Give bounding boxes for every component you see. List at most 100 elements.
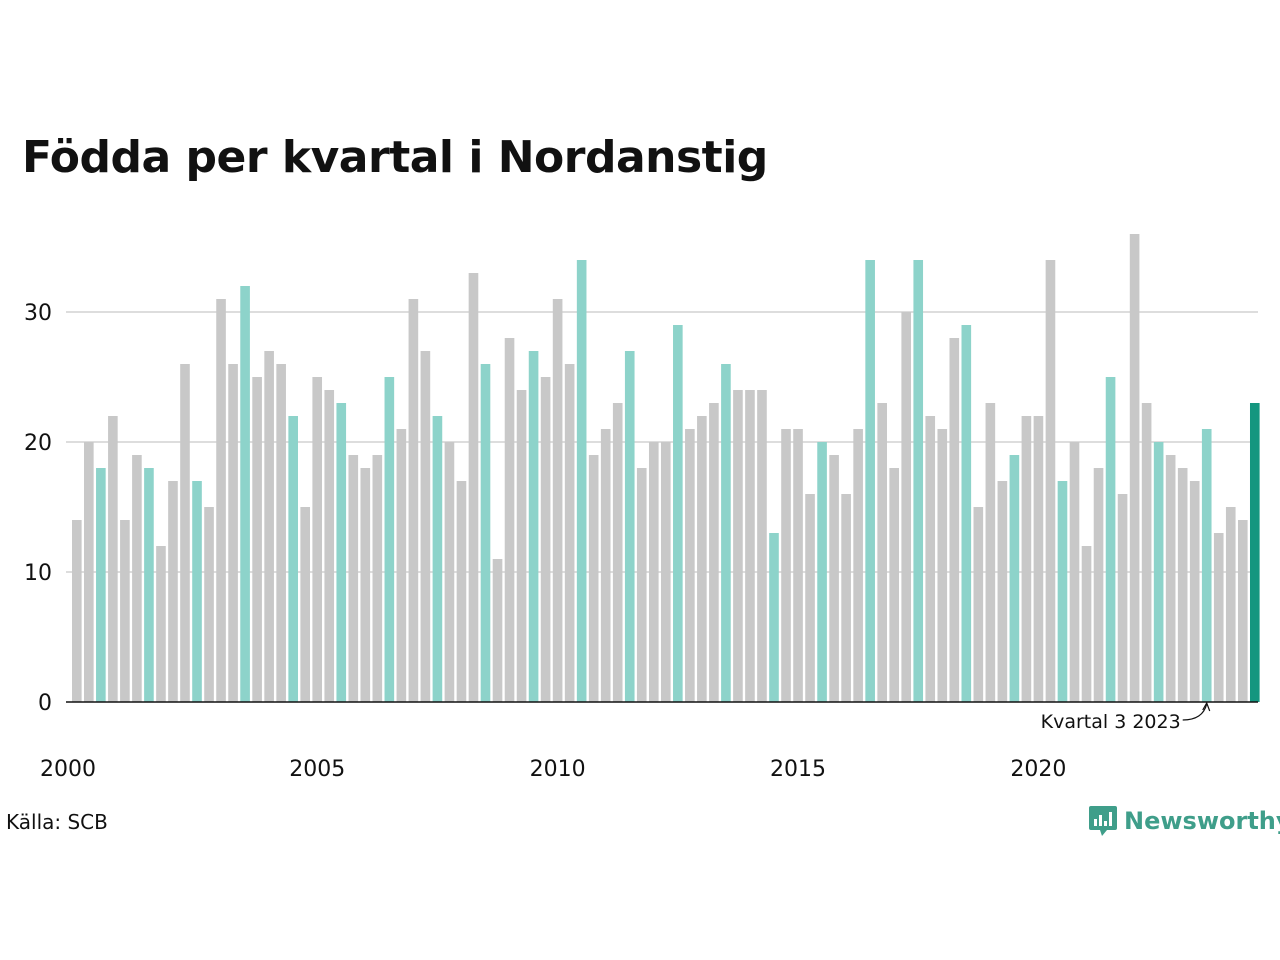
bar [1249, 403, 1260, 702]
y-tick-label: 10 [24, 561, 52, 586]
bar [901, 312, 912, 702]
bar [961, 325, 972, 702]
bar [264, 351, 274, 702]
bar [96, 468, 106, 702]
bar [468, 273, 479, 702]
bar [552, 299, 563, 702]
bar [192, 481, 202, 702]
x-tick-label: 2000 [40, 757, 96, 782]
bar [973, 507, 984, 702]
bar [660, 442, 671, 702]
bar [312, 377, 323, 702]
bar [240, 286, 250, 702]
bar [865, 260, 875, 702]
y-tick-label: 30 [24, 301, 52, 326]
bar [600, 429, 611, 702]
bar [985, 403, 996, 702]
bar [841, 494, 851, 702]
bar [1201, 429, 1212, 702]
bar [444, 442, 455, 702]
bar [528, 351, 539, 702]
bar [72, 520, 82, 702]
bar [1129, 234, 1140, 702]
bar [576, 260, 587, 702]
bar [1033, 416, 1044, 702]
bar [793, 429, 803, 702]
bar [1057, 481, 1068, 702]
y-tick-label: 0 [38, 691, 52, 716]
bar [913, 260, 924, 702]
x-tick-label: 2005 [289, 757, 345, 782]
bar [324, 390, 335, 702]
annotation-arrow [1182, 703, 1208, 721]
bar [1009, 455, 1020, 702]
bar [757, 390, 767, 702]
bar [853, 429, 863, 702]
bar [396, 429, 407, 702]
bar [636, 468, 647, 702]
bar [1093, 468, 1104, 702]
bar [252, 377, 262, 702]
bar [156, 546, 166, 702]
bar [360, 468, 371, 702]
bar [829, 455, 839, 702]
bar [180, 364, 190, 702]
bar [480, 364, 491, 702]
bar [817, 442, 827, 702]
bar [997, 481, 1008, 702]
bar [648, 442, 659, 702]
bar [1105, 377, 1116, 702]
brand-name: Newsworthy [1124, 807, 1280, 835]
bar [564, 364, 575, 702]
y-axis: 0 10 20 30 [24, 301, 52, 716]
bar [408, 299, 419, 702]
x-tick-label: 2015 [770, 757, 826, 782]
x-tick-label: 2020 [1010, 757, 1066, 782]
bar [1177, 468, 1188, 702]
bar [1165, 455, 1176, 702]
bar [805, 494, 815, 702]
bar [300, 507, 311, 702]
bar [709, 403, 719, 702]
bar [685, 429, 695, 702]
bar [624, 351, 635, 702]
bar [1021, 416, 1032, 702]
bar [204, 507, 214, 702]
bar [384, 377, 395, 702]
bar [144, 468, 154, 702]
chart-title: Födda per kvartal i Nordanstig [22, 132, 768, 183]
bar [276, 364, 286, 702]
y-tick-label: 20 [24, 431, 52, 456]
bar [336, 403, 347, 702]
bar [516, 390, 527, 702]
bar [372, 455, 383, 702]
bar [492, 559, 503, 702]
bar [1117, 494, 1128, 702]
x-axis: 2000 2005 2010 2015 2020 [40, 701, 1258, 782]
bar [721, 364, 731, 702]
bar-series [72, 234, 1260, 702]
bar [1045, 260, 1056, 702]
bar [925, 416, 936, 702]
bar [1153, 442, 1164, 702]
bar [168, 481, 178, 702]
bar [504, 338, 515, 702]
bar [673, 325, 683, 702]
bar [108, 416, 118, 702]
bar [889, 468, 899, 702]
annotation-arrowhead [1202, 701, 1211, 712]
bar [1069, 442, 1080, 702]
bar [937, 429, 948, 702]
bar [697, 416, 707, 702]
bar [432, 416, 443, 702]
bar [1213, 533, 1224, 702]
bar [769, 533, 779, 702]
bar [1189, 481, 1200, 702]
bar [288, 416, 298, 702]
bar [420, 351, 431, 702]
bar [120, 520, 130, 702]
source-note: Källa: SCB [6, 810, 108, 834]
annotation-label: Kvartal 3 2023 [1041, 711, 1181, 733]
bar [84, 442, 94, 702]
brand-logo: Newsworthy [1088, 804, 1280, 838]
